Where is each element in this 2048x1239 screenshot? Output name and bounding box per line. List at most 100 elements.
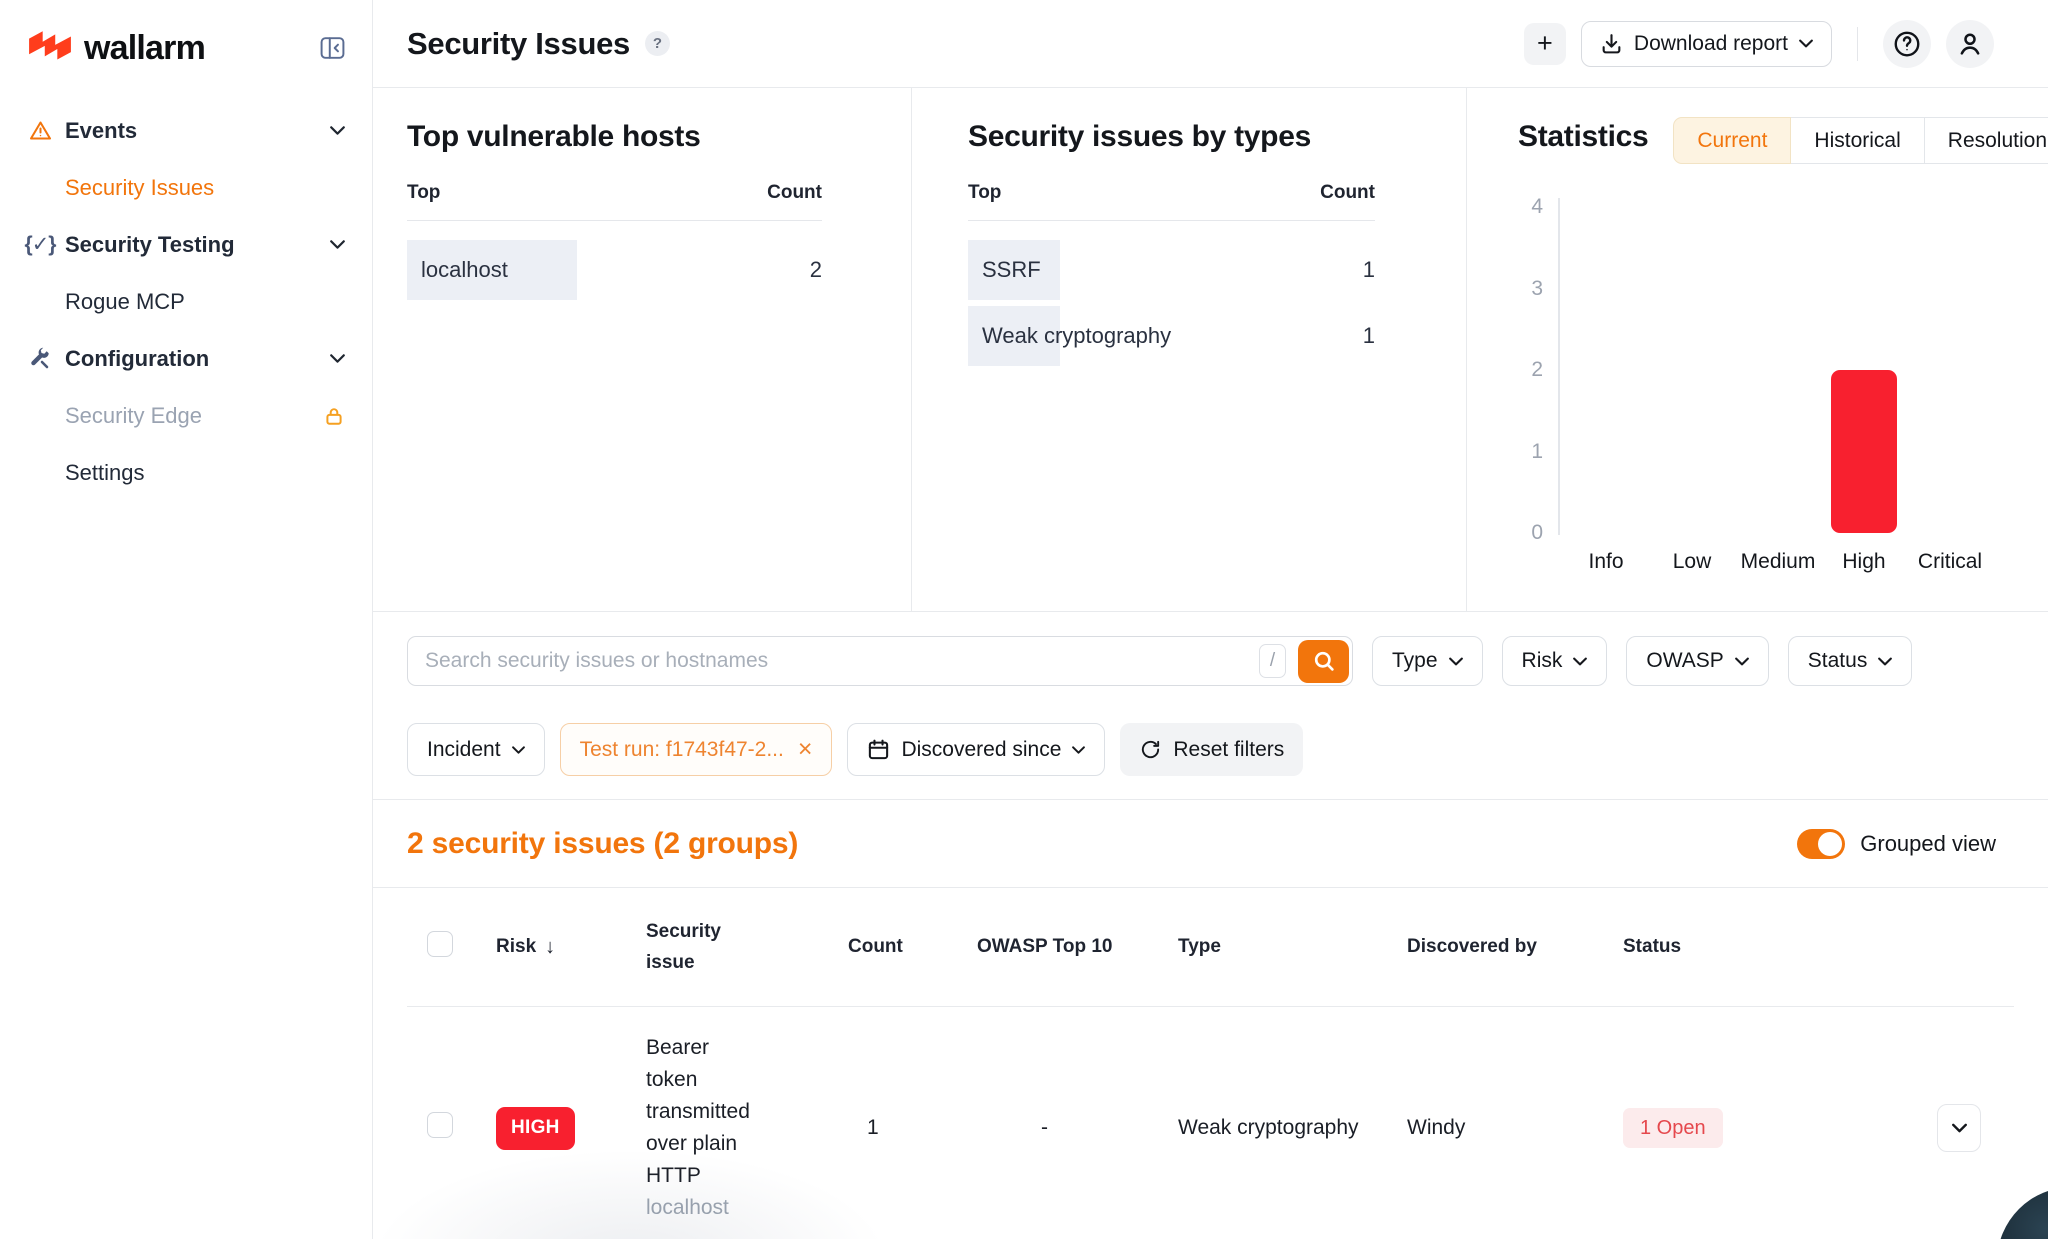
sidebar-item-configuration[interactable]: Configuration	[0, 330, 372, 387]
results-summary: 2 security issues (2 groups)	[407, 826, 799, 860]
brand-name: wallarm	[84, 28, 206, 67]
panel-title: Security issues by types	[968, 120, 1311, 153]
risk-badge: HIGH	[496, 1106, 575, 1150]
type-cell: Weak cryptography	[1178, 1116, 1359, 1139]
severity-bar-chart: 0 1 2 3 4 Info Low Medium High Critical	[1467, 188, 2048, 612]
chevron-down-icon	[1072, 745, 1086, 754]
code-check-icon: {✓}	[24, 233, 57, 256]
help-button[interactable]	[1883, 19, 1931, 68]
column-header-top: Top	[968, 182, 1002, 203]
chevron-down-icon	[1448, 657, 1463, 666]
reset-filters-button[interactable]: Reset filters	[1120, 723, 1304, 776]
sidebar-item-label: Rogue MCP	[65, 288, 185, 314]
tab-historical[interactable]: Historical	[1790, 117, 1925, 164]
column-header-count: Count	[848, 936, 903, 957]
chart-category-low: Low	[1672, 550, 1712, 573]
chart-category-high: High	[1842, 550, 1886, 573]
wallarm-logo[interactable]: wallarm	[27, 28, 206, 68]
select-all-checkbox[interactable]	[427, 931, 453, 957]
host-row: localhost 2	[407, 240, 822, 300]
column-header-count: Count	[1320, 182, 1375, 203]
table-row: HIGH Bearer token transmitted over plain…	[407, 1007, 2014, 1239]
chart-ytick-0: 0	[1531, 521, 1543, 544]
sidebar-item-label: Settings	[65, 459, 145, 485]
sidebar-collapse-button[interactable]	[317, 34, 348, 62]
sort-desc-icon: ↓	[545, 935, 556, 958]
discovered-since-filter[interactable]: Discovered since	[847, 723, 1106, 776]
chevron-down-icon	[330, 126, 345, 135]
divider	[1857, 26, 1858, 61]
sidebar-item-security-testing[interactable]: {✓} Security Testing	[0, 216, 372, 273]
type-name-link[interactable]: SSRF	[968, 240, 1060, 300]
wallarm-logo-icon	[27, 28, 73, 68]
owasp-filter-dropdown[interactable]: OWASP	[1626, 636, 1769, 686]
collapse-panel-icon	[319, 36, 346, 60]
chevron-down-icon	[1799, 39, 1813, 48]
sidebar-item-label: Configuration	[65, 345, 210, 371]
chart-bar-high	[1831, 370, 1897, 533]
toggle-knob	[1818, 831, 1843, 856]
search-button[interactable]	[1298, 639, 1349, 683]
page-title: Security Issues	[407, 25, 630, 61]
sidebar-item-label: Security Edge	[65, 402, 202, 428]
sidebar: wallarm	[0, 0, 373, 1239]
column-header-top: Top	[407, 182, 441, 203]
host-count: 2	[809, 257, 822, 282]
search-box: /	[407, 636, 1353, 686]
row-checkbox[interactable]	[427, 1112, 453, 1138]
refresh-icon	[1139, 738, 1162, 761]
risk-filter-dropdown[interactable]: Risk	[1501, 636, 1608, 686]
sidebar-item-security-edge[interactable]: Security Edge	[0, 387, 372, 444]
column-header-risk[interactable]: Risk ↓	[496, 935, 556, 958]
sidebar-item-security-issues[interactable]: Security Issues	[0, 159, 372, 216]
overview-panels: Top vulnerable hosts Top Count localhost…	[373, 88, 2048, 612]
host-name-link[interactable]: localhost	[407, 240, 577, 300]
tab-current[interactable]: Current	[1673, 117, 1792, 164]
chevron-down-icon	[511, 745, 525, 754]
chevron-down-icon	[1734, 657, 1749, 666]
warning-triangle-icon	[27, 119, 53, 143]
owasp-cell: -	[1041, 1116, 1048, 1139]
topbar: Security Issues ? + Download report	[373, 0, 2048, 88]
incident-filter-dropdown[interactable]: Incident	[407, 723, 545, 776]
download-report-label: Download report	[1633, 31, 1788, 55]
chart-ytick-2: 2	[1531, 358, 1543, 381]
sidebar-item-label: Security Testing	[65, 231, 235, 257]
remove-filter-icon[interactable]: ×	[797, 735, 813, 763]
table-header-row: Risk ↓ Security issue Count OWASP Top 10…	[407, 888, 2014, 1007]
keyboard-shortcut-badge: /	[1259, 644, 1286, 678]
chart-ytick-4: 4	[1531, 195, 1543, 218]
download-report-button[interactable]: Download report	[1580, 20, 1832, 67]
filters-section: / Type Risk	[373, 612, 2048, 800]
add-button[interactable]: +	[1523, 22, 1566, 65]
column-header-type: Type	[1178, 936, 1221, 957]
user-menu-button[interactable]	[1946, 19, 1994, 68]
download-icon	[1600, 32, 1623, 55]
status-filter-dropdown[interactable]: Status	[1787, 636, 1913, 686]
chart-y-axis	[1558, 198, 1560, 535]
panel-statistics: Statistics Current Historical Resolution…	[1467, 88, 2048, 611]
column-header-security-issue: Security issue	[646, 921, 721, 973]
sidebar-item-settings[interactable]: Settings	[0, 444, 372, 501]
chart-category-critical: Critical	[1917, 550, 1983, 573]
tab-resolution[interactable]: Resolution	[1923, 117, 2048, 164]
test-run-filter-chip[interactable]: Test run: f1743f47-2... ×	[559, 723, 833, 776]
sidebar-item-events[interactable]: Events	[0, 102, 372, 159]
grouped-view-toggle[interactable]	[1797, 828, 1846, 859]
status-badge: 1 Open	[1623, 1108, 1723, 1148]
expand-row-button[interactable]	[1937, 1104, 1981, 1152]
type-filter-dropdown[interactable]: Type	[1372, 636, 1483, 686]
help-icon[interactable]: ?	[644, 31, 670, 56]
type-name-link[interactable]: Weak cryptography	[968, 306, 1171, 366]
search-input[interactable]	[425, 649, 1247, 673]
column-header-discovered-by: Discovered by	[1407, 936, 1537, 957]
host-link[interactable]: localhost	[646, 1196, 729, 1219]
security-issue-link[interactable]: Bearer token transmitted over plain HTTP	[646, 1036, 750, 1187]
sidebar-item-rogue-mcp[interactable]: Rogue MCP	[0, 273, 372, 330]
panel-issues-by-types: Security issues by types Top Count SSRF …	[912, 88, 1467, 611]
grouped-view-label: Grouped view	[1860, 830, 1996, 856]
panel-title: Top vulnerable hosts	[407, 120, 701, 153]
chart-ytick-1: 1	[1531, 439, 1543, 463]
chart-category-medium: Medium	[1740, 550, 1816, 573]
column-header-status: Status	[1623, 936, 1682, 957]
